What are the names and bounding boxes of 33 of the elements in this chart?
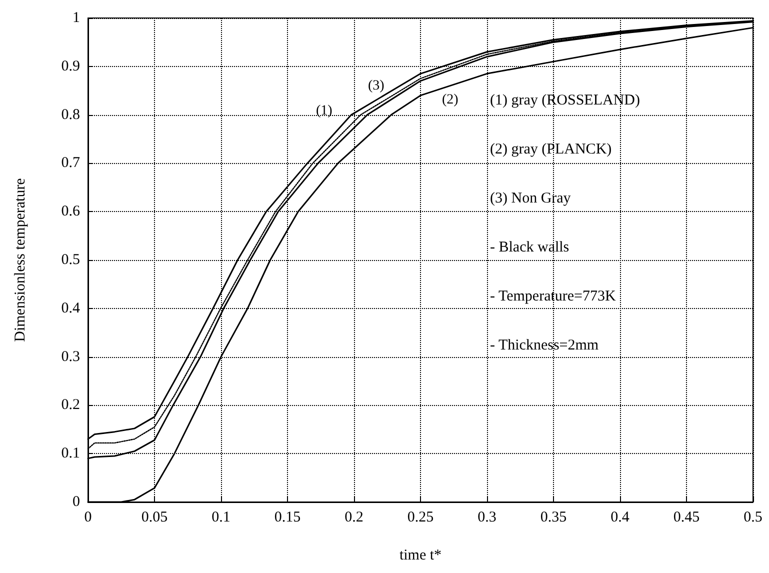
- y-tick-label: 0.4: [61, 300, 80, 316]
- y-axis-title: Dimensionless temperature: [12, 178, 28, 342]
- y-tick-label: 0.1: [61, 446, 80, 462]
- y-tick-label: 0.9: [61, 58, 80, 74]
- annotation: (2) gray (PLANCK): [490, 142, 612, 158]
- y-tick-label: 0.6: [61, 204, 80, 220]
- x-tick-label: 0: [84, 510, 92, 526]
- y-tick-label: 0.7: [61, 155, 80, 172]
- annotation: (1): [316, 104, 333, 118]
- x-tick-label: 0.4: [610, 510, 630, 526]
- annotation: - Thickness=2mm: [490, 338, 599, 354]
- x-tick-label: 0.25: [407, 510, 434, 526]
- x-tick-label: 0.2: [344, 510, 364, 526]
- annotation: - Black walls: [490, 240, 570, 256]
- x-tick-label: 0.1: [212, 510, 230, 526]
- annotation: (2): [442, 92, 459, 108]
- y-tick-label: 0: [72, 494, 80, 510]
- annotation: (1) gray (ROSSELAND): [490, 92, 640, 108]
- x-tick-label: 0.5: [744, 510, 762, 526]
- x-tick-label: 0.45: [673, 510, 700, 526]
- y-tick-label: 0.3: [61, 348, 80, 365]
- y-tick-label: 1: [72, 10, 80, 26]
- annotation: (3) Non Gray: [490, 190, 572, 206]
- y-tick-label: 0.5: [61, 252, 80, 268]
- x-tick-label: 0.3: [478, 510, 496, 526]
- x-tick-label: 0.15: [274, 510, 301, 526]
- annotation: (3): [368, 78, 385, 94]
- x-tick-label: 0.35: [540, 510, 567, 526]
- y-tick-label: 0.2: [61, 397, 80, 414]
- x-axis-title: time t*: [399, 548, 442, 564]
- x-tick-label: 0.05: [141, 510, 168, 526]
- annotation: - Temperature=773K: [490, 288, 616, 304]
- y-tick-label: 0.8: [61, 106, 80, 123]
